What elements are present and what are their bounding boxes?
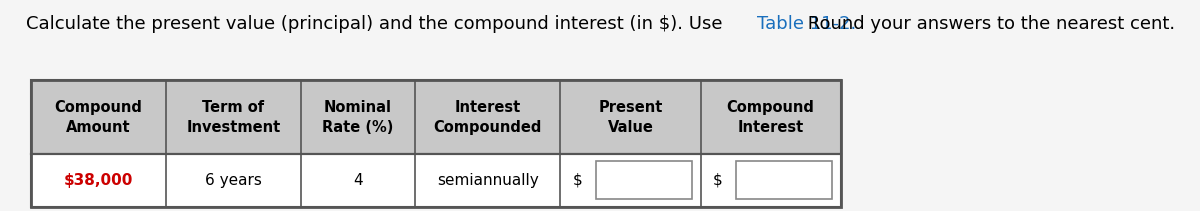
Text: Term of
Investment: Term of Investment — [186, 100, 281, 134]
Text: $: $ — [572, 173, 583, 188]
Text: Present
Value: Present Value — [599, 100, 662, 134]
Text: $38,000: $38,000 — [64, 173, 133, 188]
Text: Round your answers to the nearest cent.: Round your answers to the nearest cent. — [803, 15, 1176, 33]
Text: semiannually: semiannually — [437, 173, 539, 188]
Bar — [31, 154, 841, 207]
Text: Interest
Compounded: Interest Compounded — [433, 100, 542, 134]
Bar — [31, 80, 841, 154]
Text: $: $ — [713, 173, 722, 188]
Text: 6 years: 6 years — [205, 173, 262, 188]
Bar — [736, 161, 833, 199]
Text: Calculate the present value (principal) and the compound interest (in $). Use: Calculate the present value (principal) … — [26, 15, 728, 33]
Text: 4: 4 — [353, 173, 362, 188]
Text: Compound
Interest: Compound Interest — [727, 100, 815, 134]
Bar — [31, 80, 841, 207]
Text: Nominal
Rate (%): Nominal Rate (%) — [323, 100, 394, 134]
Text: Compound
Amount: Compound Amount — [55, 100, 143, 134]
Text: Table 11-2.: Table 11-2. — [757, 15, 857, 33]
Bar — [595, 161, 692, 199]
